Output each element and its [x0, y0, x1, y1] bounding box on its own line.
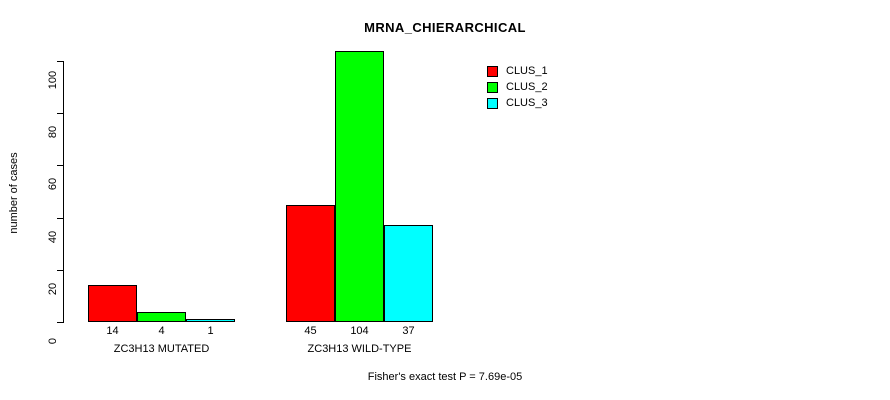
bar-count-label: 14	[106, 325, 119, 337]
legend-color-swatch	[487, 65, 498, 77]
y-axis-tick	[57, 217, 63, 219]
bar	[137, 311, 186, 322]
legend-item-label: CLUS_2	[506, 81, 548, 93]
bar-count-label: 1	[207, 325, 214, 337]
legend-color-swatch	[487, 97, 498, 109]
y-axis-tick-label: 40	[47, 230, 59, 243]
legend-item: CLUS_3	[487, 95, 548, 111]
legend-item-label: CLUS_3	[506, 97, 548, 109]
y-axis-tick	[57, 113, 63, 115]
bar-count-label: 37	[402, 325, 415, 337]
legend-item: CLUS_1	[487, 63, 548, 79]
group-label: ZC3H13 WILD-TYPE	[307, 343, 412, 355]
bar-count-label: 45	[304, 325, 317, 337]
bar-count-label: 104	[350, 325, 369, 337]
legend-item: CLUS_2	[487, 79, 548, 95]
y-axis-tick	[57, 269, 63, 271]
bar	[384, 225, 433, 322]
y-axis-title: number of cases	[8, 152, 20, 234]
legend-item-label: CLUS_1	[506, 65, 548, 77]
y-axis-tick-label: 100	[47, 70, 59, 90]
statistical-test-annotation: Fisher's exact test P = 7.69e-05	[367, 371, 523, 383]
y-axis-tick-label: 80	[47, 126, 59, 139]
y-axis-tick	[57, 322, 63, 323]
bar	[335, 50, 384, 322]
bar	[186, 319, 235, 322]
y-axis-line	[63, 61, 64, 323]
y-axis-tick-label: 20	[47, 282, 59, 295]
y-axis-tick-label: 0	[47, 337, 59, 345]
bar	[286, 204, 335, 322]
bar	[88, 285, 137, 322]
y-axis-tick-label: 60	[47, 178, 59, 191]
group-label: ZC3H13 MUTATED	[113, 343, 210, 355]
page-title: MRNA_CHIERARCHICAL	[364, 20, 526, 35]
y-axis-tick	[57, 61, 63, 62]
y-axis-tick	[57, 165, 63, 167]
legend-color-swatch	[487, 81, 498, 93]
legend: CLUS_1 CLUS_2 CLUS_3	[487, 63, 548, 111]
bar-count-label: 4	[158, 325, 165, 337]
